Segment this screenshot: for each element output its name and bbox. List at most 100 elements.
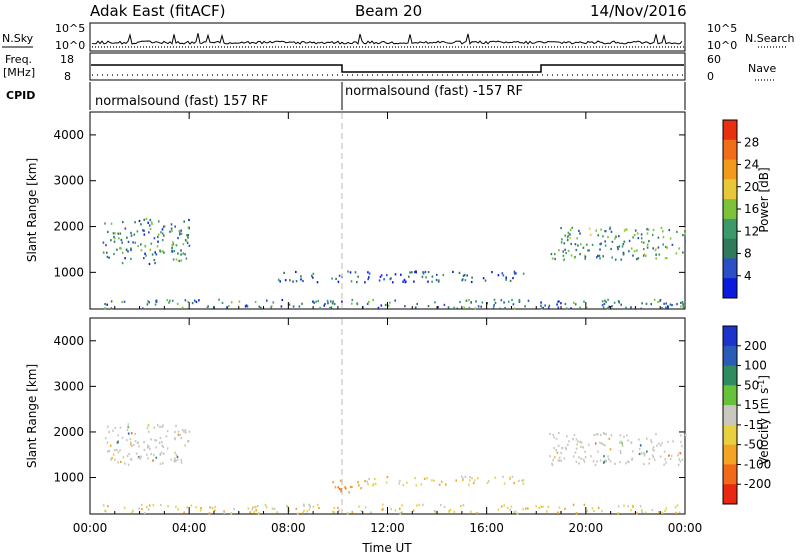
power-cell [622, 252, 625, 255]
velocity-cell [152, 504, 155, 507]
velocity-cell [180, 436, 182, 440]
power-cell [161, 239, 164, 242]
velocity-cell [641, 509, 643, 512]
power-panel: 1000 2000 3000 4000 Slant Range [km] 4 8 12 16… [25, 111, 771, 310]
velocity-cell [368, 477, 370, 481]
velocity-cell [680, 440, 682, 443]
velocity-cell [140, 503, 143, 506]
velocity-colorbar-label: Velocity [m s-1] [757, 375, 772, 465]
power-cell [547, 306, 550, 309]
power-cell [480, 305, 482, 308]
power-cell [284, 279, 287, 282]
power-cell [144, 245, 147, 248]
power-cell [121, 262, 124, 265]
velocity-cell [677, 463, 680, 466]
velocity-cell [414, 477, 416, 480]
power-cell [550, 253, 553, 256]
power-cell [465, 299, 468, 302]
nsky-line [91, 33, 683, 45]
power-cell [124, 227, 127, 230]
power-cell [140, 243, 142, 246]
velocity-cell [373, 477, 376, 481]
power-cell [405, 280, 407, 283]
velocity-cell [596, 460, 599, 463]
power-cell [453, 306, 455, 309]
velocity-cell [556, 451, 559, 454]
power-cell [127, 240, 130, 243]
power-cell [416, 302, 418, 306]
velocity-cell [599, 441, 601, 444]
velocity-cell [575, 438, 578, 441]
velocity-ytick-label: 3000 [53, 379, 84, 393]
power-cell [123, 300, 126, 303]
velocity-cell [367, 483, 369, 486]
power-cell [121, 251, 124, 254]
velocity-cell [564, 446, 567, 449]
power-cell [468, 306, 471, 309]
velocity-cell [643, 452, 646, 455]
power-cell [636, 232, 639, 235]
velocity-cell [127, 432, 130, 435]
power-cell [646, 243, 649, 246]
velocity-cell [170, 458, 173, 461]
velocity-cell [374, 482, 377, 485]
power-cell [664, 245, 667, 248]
velocity-y-axis-label: Slant Range [km] [25, 364, 39, 468]
power-cell [452, 270, 454, 273]
power-cell [484, 279, 487, 282]
velocity-cell [652, 448, 654, 451]
velocity-cell [630, 509, 632, 512]
power-cell [311, 274, 313, 277]
velocity-cell [572, 455, 575, 458]
velocity-cell [678, 511, 681, 514]
velocity-cell [488, 480, 490, 483]
velocity-cell [302, 503, 305, 506]
velocity-cell [159, 453, 162, 456]
velocity-cell [146, 427, 149, 430]
velocity-cell [122, 456, 125, 459]
power-cell [311, 276, 314, 279]
velocity-cell [127, 423, 130, 426]
velocity-cell [312, 505, 315, 508]
power-cell [187, 226, 190, 229]
power-cell [422, 272, 425, 275]
power-cell [143, 257, 145, 260]
power-cell [187, 236, 189, 239]
velocity-cell [423, 477, 426, 480]
power-cell [145, 217, 148, 220]
velocity-cell [398, 482, 400, 485]
power-cell [582, 246, 585, 249]
velocity-cell [591, 507, 594, 510]
power-cell [602, 255, 604, 258]
power-cell [316, 281, 319, 284]
power-cell [117, 232, 119, 235]
power-cell [105, 244, 107, 247]
power-cell [654, 249, 657, 252]
power-cell [570, 242, 572, 246]
velocity-cell [117, 434, 119, 437]
power-cell [551, 257, 554, 260]
velocity-cell [187, 440, 190, 443]
velocity-cell [462, 478, 464, 481]
power-cell [591, 243, 594, 246]
nsky-trace [91, 33, 684, 48]
power-cell [604, 230, 606, 233]
velocity-cell [126, 439, 128, 442]
velocity-cell [402, 484, 405, 487]
power-cell [226, 306, 228, 309]
power-cell [174, 225, 176, 228]
power-cell [678, 247, 680, 250]
velocity-cell [599, 459, 602, 462]
velocity-cell [503, 482, 506, 485]
power-cell [643, 253, 646, 256]
power-colorbar: 4 8 12 16 20 24 28 [722, 119, 759, 299]
power-cell [658, 253, 661, 256]
velocity-cell [620, 440, 623, 443]
velocity-cell [340, 490, 342, 493]
beam-title: Beam 20 [355, 2, 422, 20]
power-cell [602, 306, 605, 309]
power-cell [684, 227, 686, 230]
power-cell [333, 302, 336, 306]
velocity-cell [159, 436, 162, 440]
power-cell [560, 302, 562, 305]
